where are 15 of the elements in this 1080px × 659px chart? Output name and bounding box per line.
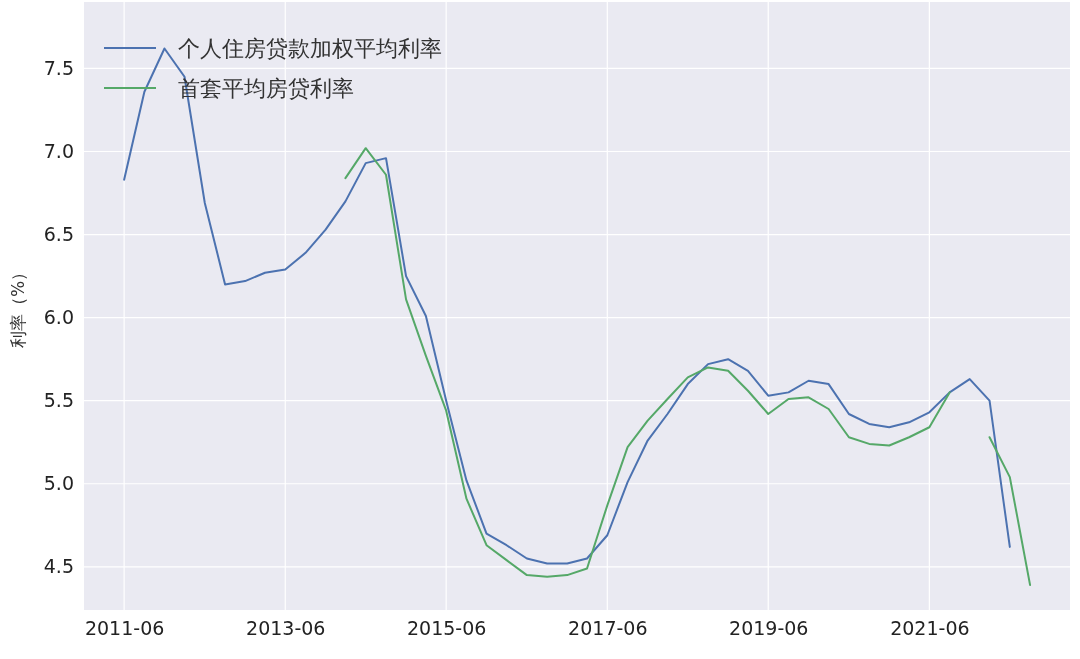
y-tick-label: 5.0 [43,472,74,495]
y-tick-label: 7.0 [43,140,74,163]
x-tick-label: 2011-06 [84,617,165,640]
x-tick-label: 2015-06 [406,617,487,640]
y-axis-title: 利率（%） [8,263,28,349]
y-tick-label: 6.0 [43,306,74,329]
x-tick-label: 2013-06 [246,617,326,640]
y-tick-label: 5.5 [43,389,74,412]
legend-label: 个人住房贷款加权平均利率 [178,36,442,61]
x-tick-label: 2019-06 [729,617,809,640]
x-tick-label: 2017-06 [568,617,648,640]
y-tick-label: 7.5 [43,57,74,80]
y-tick-label: 4.5 [43,555,74,578]
y-tick-label: 6.5 [43,223,74,246]
x-tick-label: 2021-06 [890,617,970,640]
